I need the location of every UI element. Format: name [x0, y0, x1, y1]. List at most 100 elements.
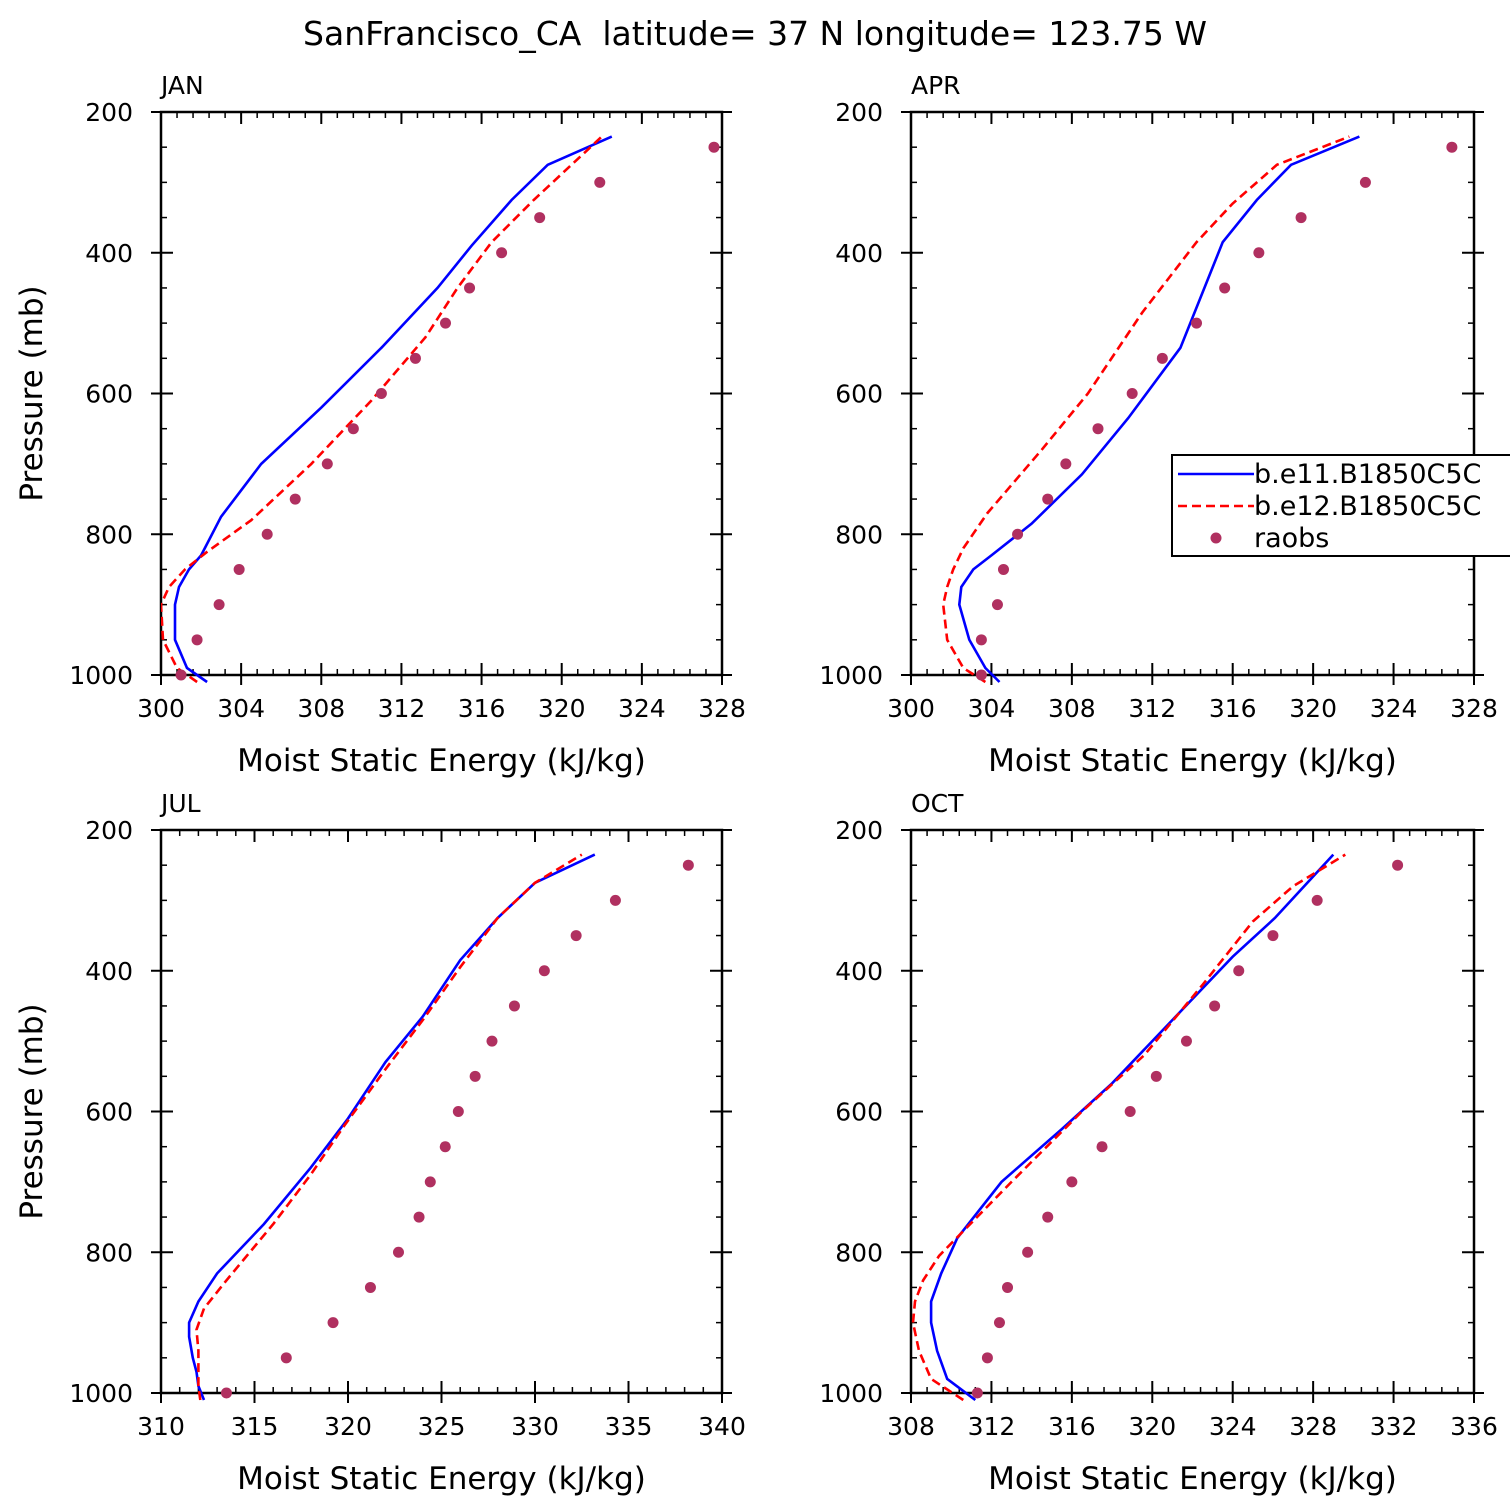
series-b-e11-line [187, 853, 596, 1401]
raobs-point [971, 1387, 983, 1399]
y-tick-label: 600 [85, 380, 133, 409]
x-axis-label: Moist Static Energy (kJ/kg) [237, 743, 646, 779]
raobs-point [464, 282, 476, 294]
panels: 300 304 308 312 316 320 324 328 200 400 600 800 1000… [14, 71, 1498, 1497]
raobs-point [1124, 1106, 1136, 1117]
x-tick-label: 324 [618, 694, 666, 723]
plot-area [911, 853, 1404, 1402]
raobs-point [486, 1035, 498, 1047]
series-b-e11-line [929, 853, 1335, 1402]
x-tick-label: 320 [1128, 1412, 1176, 1441]
raobs-point [508, 1000, 520, 1012]
raobs-point [1150, 1070, 1162, 1082]
plot-area [941, 135, 1458, 684]
raobs-point [409, 352, 421, 364]
y-axis-label: Pressure (mb) [14, 1003, 50, 1219]
figure-title: SanFrancisco_CA latitude= 37 N longitude… [303, 14, 1207, 53]
y-tick-label: 800 [835, 520, 883, 549]
panel-label: JUL [159, 789, 201, 818]
raobs-point [347, 423, 359, 435]
raobs-point [375, 388, 387, 399]
legend-label: b.e11.B1850C5C [1254, 459, 1481, 490]
x-tick-label: 315 [231, 1412, 279, 1441]
series-b-e11-line [173, 135, 613, 684]
series-b-e11-line [957, 135, 1360, 683]
panel-apr: 300 304 308 312 316 320 324 328 200 400 600 800 1000… [819, 71, 1497, 779]
raobs-point [413, 1211, 425, 1223]
legend-swatch-marker [1210, 532, 1222, 544]
raobs-point [452, 1106, 464, 1117]
raobs-point [327, 1317, 339, 1329]
raobs-point [570, 930, 582, 942]
x-tick-label: 330 [511, 1412, 559, 1441]
raobs-point [609, 894, 621, 906]
x-tick-label: 340 [698, 1412, 746, 1441]
y-tick-label: 400 [85, 957, 133, 986]
raobs-point [1002, 1281, 1014, 1293]
x-tick-label: 308 [887, 1412, 935, 1441]
x-tick-label: 335 [605, 1412, 653, 1441]
y-axis-label: Pressure (mb) [14, 285, 50, 501]
x-tick-label: 336 [1450, 1412, 1498, 1441]
x-tick-label: 332 [1370, 1412, 1418, 1441]
x-tick-label: 320 [324, 1412, 372, 1441]
panel-jul: 310 315 320 325 330 335 340 200 400 600 800 1000 JUL… [14, 789, 746, 1497]
raobs-point [191, 634, 203, 646]
panel-oct: 308 312 316 320 324 328 332 336 200 400 600 800 1000… [819, 789, 1497, 1497]
raobs-point [1096, 1141, 1108, 1153]
y-tick-label: 1000 [69, 661, 133, 690]
raobs-point [993, 1317, 1005, 1329]
x-tick-label: 328 [698, 694, 746, 723]
x-tick-label: 312 [378, 694, 426, 723]
raobs-point [439, 1141, 451, 1153]
plot-area [187, 853, 694, 1401]
x-tick-label: 320 [1289, 694, 1337, 723]
raobs-point [1295, 212, 1307, 224]
y-tick-label: 600 [835, 380, 883, 409]
raobs-point [1092, 423, 1104, 435]
raobs-point [289, 493, 301, 505]
raobs-point [975, 634, 987, 646]
y-tick-label: 1000 [69, 1379, 133, 1408]
x-axis-label: Moist Static Energy (kJ/kg) [988, 1461, 1397, 1497]
raobs-point [213, 599, 225, 611]
raobs-point [175, 669, 187, 681]
raobs-point [534, 212, 546, 224]
raobs-point [1267, 930, 1279, 942]
y-tick-label: 1000 [819, 661, 883, 690]
x-tick-label: 312 [1128, 694, 1176, 723]
series-b-e12-line [941, 135, 1350, 684]
raobs-point [321, 458, 333, 470]
y-tick-label: 800 [835, 1238, 883, 1267]
x-tick-label: 308 [297, 694, 345, 723]
y-tick-label: 200 [835, 98, 883, 127]
y-tick-label: 600 [835, 1098, 883, 1127]
x-tick-label: 304 [968, 694, 1016, 723]
raobs-point [469, 1070, 481, 1082]
series-b-e12-line [195, 853, 583, 1401]
raobs-point [1156, 352, 1168, 364]
plot-area [161, 135, 720, 684]
x-axis-label: Moist Static Energy (kJ/kg) [988, 743, 1397, 779]
raobs-point [1126, 388, 1138, 399]
panel-label: APR [911, 71, 961, 100]
raobs-point [280, 1352, 292, 1364]
raobs-point [364, 1281, 376, 1293]
legend-label: b.e12.B1850C5C [1254, 491, 1481, 522]
x-tick-label: 316 [1209, 694, 1257, 723]
raobs-point [997, 563, 1009, 575]
series-b-e12-line [161, 135, 603, 684]
raobs-point [1446, 141, 1458, 153]
raobs-point [392, 1246, 404, 1258]
raobs-point [1191, 317, 1203, 329]
y-tick-label: 800 [85, 520, 133, 549]
y-tick-label: 200 [85, 816, 133, 845]
series-b-e12-line [911, 853, 1346, 1402]
raobs-point [682, 859, 694, 871]
x-tick-label: 324 [1370, 694, 1418, 723]
x-tick-label: 328 [1289, 1412, 1337, 1441]
raobs-point [1180, 1035, 1192, 1047]
x-tick-label: 316 [1048, 1412, 1096, 1441]
x-tick-label: 304 [217, 694, 265, 723]
